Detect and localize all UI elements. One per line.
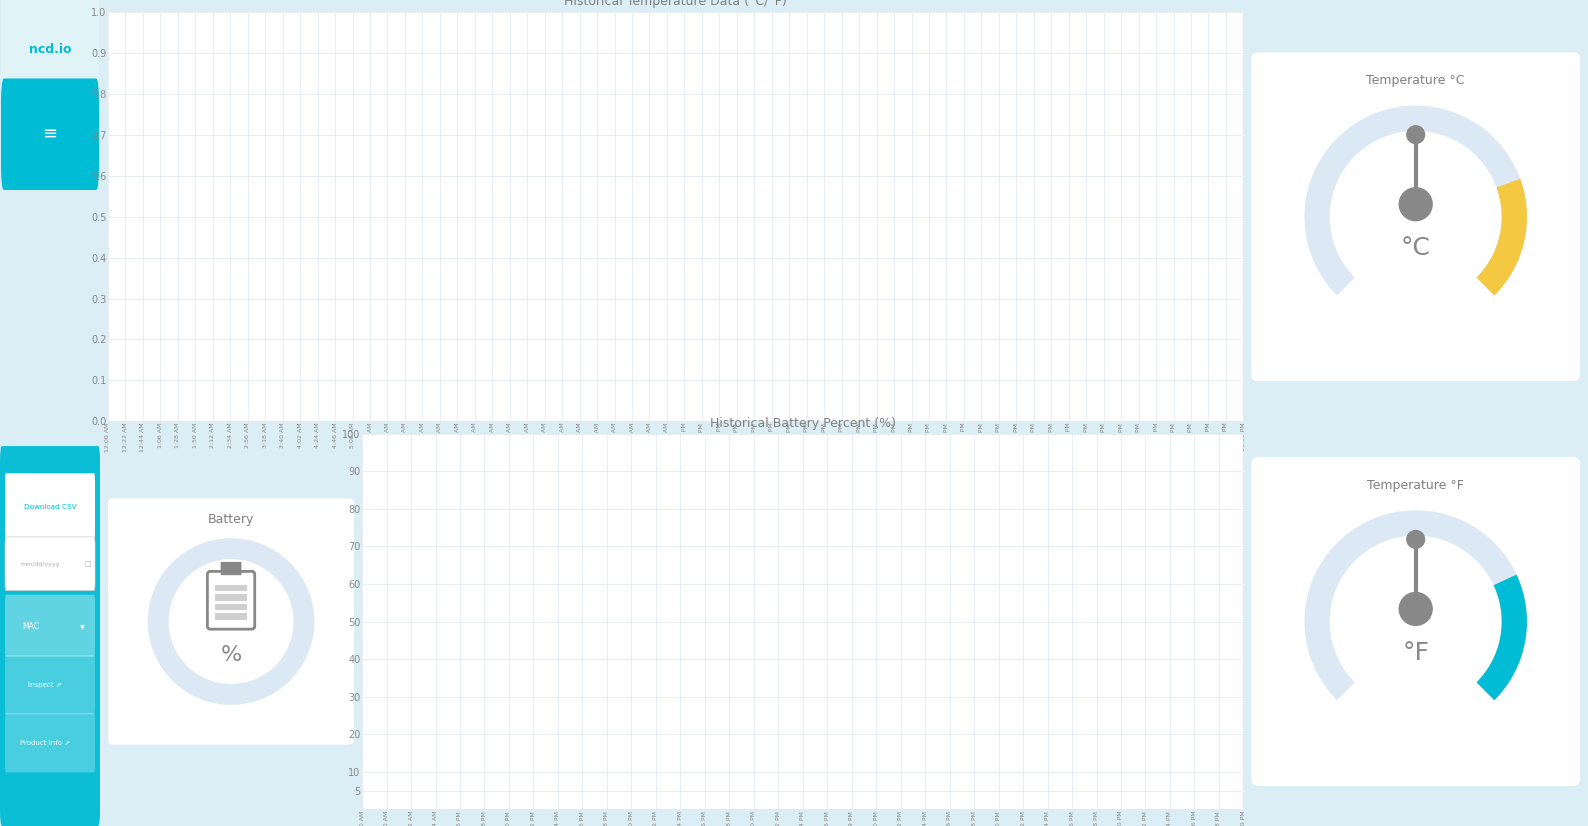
FancyBboxPatch shape [5, 595, 95, 657]
Text: Product info ↗: Product info ↗ [21, 739, 70, 746]
Text: ≡: ≡ [43, 125, 57, 143]
Text: Temperature °F: Temperature °F [1367, 478, 1464, 491]
FancyBboxPatch shape [5, 537, 95, 591]
Text: Inspect ↗: Inspect ↗ [29, 681, 62, 688]
Text: ▾: ▾ [79, 621, 84, 631]
FancyBboxPatch shape [2, 78, 98, 190]
Text: mm/dd/yyyy: mm/dd/yyyy [21, 562, 59, 567]
Text: %: % [221, 645, 241, 665]
Circle shape [1407, 126, 1424, 144]
FancyBboxPatch shape [221, 562, 241, 575]
FancyBboxPatch shape [108, 499, 354, 744]
Text: °C: °C [1401, 236, 1431, 260]
Wedge shape [1304, 510, 1528, 700]
Wedge shape [148, 539, 314, 705]
Circle shape [1407, 530, 1424, 548]
Wedge shape [1477, 178, 1528, 296]
Wedge shape [1477, 575, 1528, 700]
Circle shape [1399, 592, 1432, 625]
FancyBboxPatch shape [5, 473, 95, 541]
FancyBboxPatch shape [1251, 458, 1580, 786]
Text: □: □ [84, 561, 92, 567]
Text: Battery: Battery [208, 513, 254, 526]
Title: Historical Temperature Data (°C/°F): Historical Temperature Data (°C/°F) [564, 0, 788, 8]
Circle shape [1399, 188, 1432, 221]
FancyBboxPatch shape [1251, 53, 1580, 381]
FancyBboxPatch shape [214, 585, 248, 591]
Text: Temperature °C: Temperature °C [1366, 74, 1466, 87]
Title: Historical Battery Percent (%): Historical Battery Percent (%) [710, 416, 896, 430]
FancyBboxPatch shape [214, 604, 248, 610]
FancyBboxPatch shape [2, 0, 98, 112]
Text: MAC: MAC [22, 622, 40, 630]
FancyBboxPatch shape [214, 613, 248, 620]
Text: ncd.io: ncd.io [29, 43, 71, 56]
FancyBboxPatch shape [5, 655, 95, 714]
FancyBboxPatch shape [214, 594, 248, 601]
Text: — Date:: — Date: [8, 541, 33, 546]
FancyBboxPatch shape [0, 446, 100, 826]
FancyBboxPatch shape [5, 713, 95, 772]
Text: Download CSV: Download CSV [24, 504, 76, 510]
Wedge shape [1304, 106, 1528, 296]
Text: °F: °F [1402, 641, 1429, 665]
